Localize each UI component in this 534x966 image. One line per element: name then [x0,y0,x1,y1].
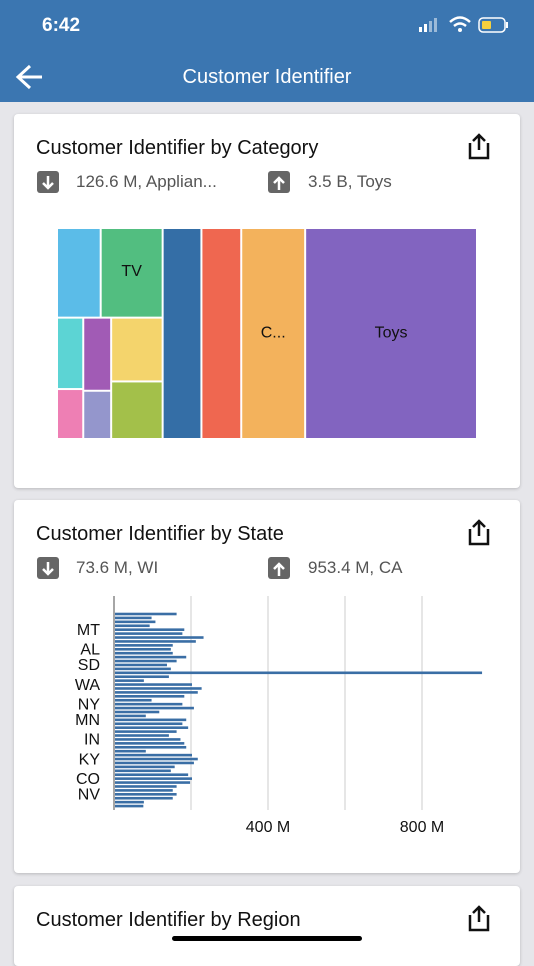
bar [115,769,171,773]
bar [115,800,144,804]
bar [115,655,187,659]
y-tick-label: NY [78,696,101,713]
bar [115,710,160,714]
bar [115,749,146,753]
bar [115,695,185,698]
bar [115,781,191,784]
bar [115,663,167,667]
treemap-cell [112,382,162,438]
treemap-cell [84,391,111,438]
bar [115,640,196,643]
bar [115,698,152,702]
card: Customer Identifier by Region [14,886,520,966]
cell-label: C... [261,325,286,342]
bar [115,722,183,726]
card-title: Customer Identifier by State [36,523,284,545]
status-icons [419,16,508,33]
bar [115,730,177,733]
y-tick-label: MT [77,622,100,639]
bar [115,777,192,780]
status-time: 6:42 [42,15,81,36]
bar [115,742,185,745]
treemap-cell [163,229,201,438]
y-tick-label: AL [80,641,100,658]
bar [115,691,198,694]
bar [115,757,198,761]
treemap-cell [101,229,162,317]
y-tick-label: CO [76,771,100,788]
cell-label: TV [121,263,142,280]
bar [115,734,169,737]
bar [115,671,483,675]
card: Customer Identifier by State 73.6 M, WI … [14,500,520,873]
y-tick-label: MN [75,712,100,729]
y-tick-label: NV [78,787,101,804]
bar [115,632,183,635]
header: 6:42 Customer Identifier [0,0,534,102]
treemap-cell [58,390,83,438]
bar [115,667,171,671]
treemap-cell [58,318,83,389]
bar [115,612,177,616]
treemap-cell [84,318,111,390]
bar [115,620,156,624]
bar [115,773,189,777]
bar [115,616,152,620]
treemap-cell [112,318,162,381]
y-tick-label: KY [79,751,101,768]
cell-label: Toys [375,325,408,342]
treemap-cell [202,229,241,438]
max-summary: 953.4 M, CA [308,558,403,577]
card: Customer Identifier by Category 126.6 M,… [14,114,520,488]
bar [115,753,192,757]
bar [115,714,146,718]
min-summary: 73.6 M, WI [76,558,159,577]
treemap-cell [242,229,305,438]
treemap-cell [58,229,100,317]
header-title: Customer Identifier [182,66,352,88]
treemap: TV C... Toys [58,229,476,438]
bar [115,785,177,788]
bar [115,679,144,682]
bar [115,636,204,639]
bar [115,789,173,792]
treemap-cell [306,229,476,438]
bar [115,659,177,663]
min-summary: 126.6 M, Applian... [76,172,217,191]
bar [115,644,173,647]
x-tick-label: 800 M [400,819,444,836]
bar [115,628,185,631]
bar [115,687,202,690]
bar [115,765,175,769]
bar [115,675,169,679]
bar [115,738,181,741]
bar [115,796,173,800]
bar [115,793,177,796]
bar [115,702,183,706]
card-title: Customer Identifier by Category [36,137,319,159]
x-tick-label: 400 M [246,819,290,836]
bar [115,706,194,710]
max-summary: 3.5 B, Toys [308,172,392,191]
bar [115,718,187,722]
bar [115,726,189,729]
bar [115,804,144,808]
bar [115,761,194,765]
y-tick-label: SD [78,657,100,674]
bar [115,624,150,628]
y-tick-label: IN [84,732,100,749]
bar [115,683,192,686]
card-title: Customer Identifier by Region [36,909,301,931]
bar [115,745,187,749]
y-tick-label: WA [75,677,101,694]
back-button[interactable] [0,0,60,102]
bar [115,651,173,655]
bar [115,647,171,651]
